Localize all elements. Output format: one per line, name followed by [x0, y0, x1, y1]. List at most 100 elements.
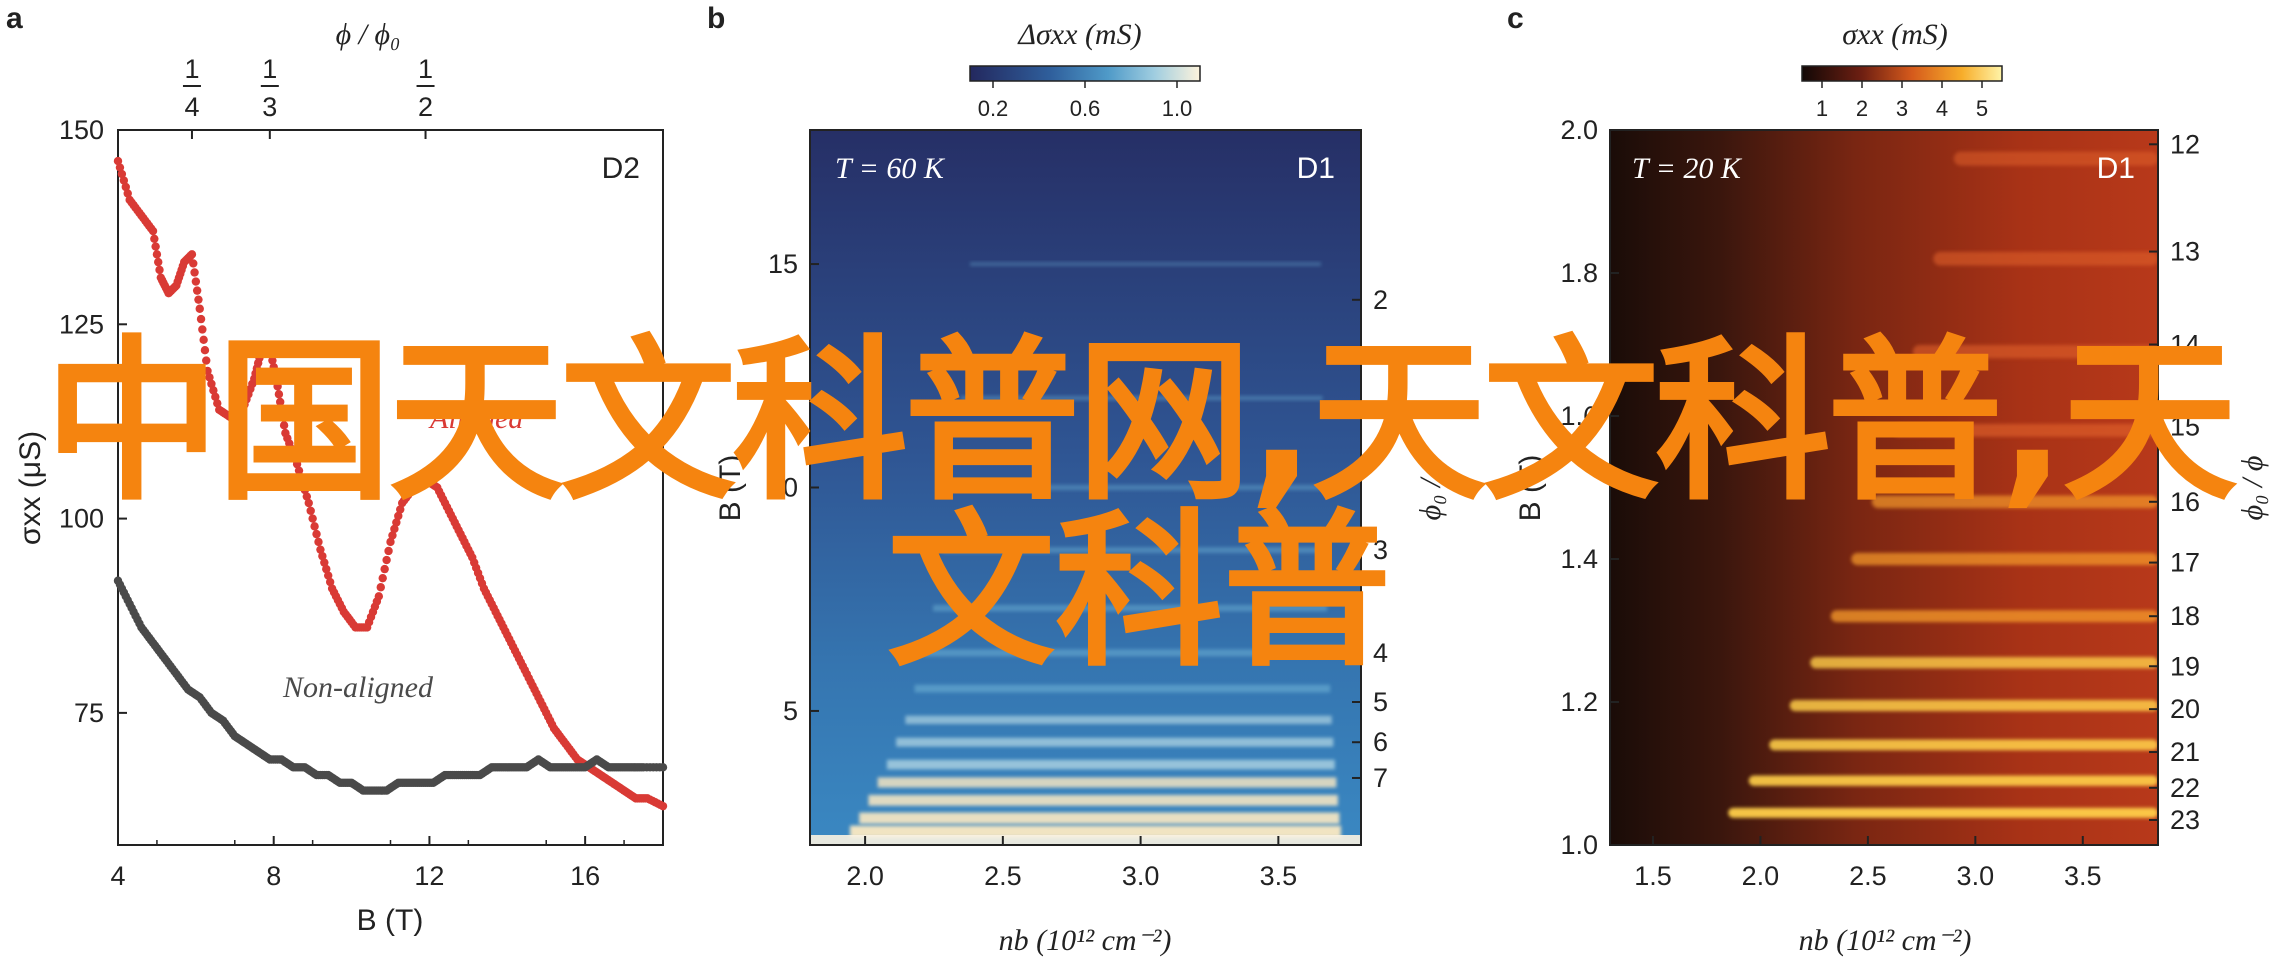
heatmap-band [905, 715, 1332, 725]
heatmap-band [1830, 610, 2158, 623]
aligned-point [269, 362, 278, 372]
aligned-point [213, 399, 222, 408]
aligned-point [268, 356, 277, 365]
colorbar-label-b: Δσxx (mS) [1017, 18, 1141, 51]
y-tick-label: 15 [768, 249, 798, 279]
x-tick-label: 2.0 [846, 861, 884, 891]
plot-frame-a [117, 129, 664, 846]
y-axis-ticks-b: 5 10 15 [768, 249, 819, 726]
heatmap-band [933, 604, 1328, 612]
aligned-point [306, 506, 315, 516]
aligned-point [304, 498, 313, 508]
aligned-point [296, 472, 306, 482]
top-axis-label-a: ϕ / ϕ₀ [336, 18, 401, 51]
y-tick-label: 1.2 [1560, 687, 1598, 717]
top-tick-denominator: 2 [418, 92, 433, 122]
aligned-point [270, 369, 280, 378]
x-tick-label: 3.0 [1122, 861, 1160, 891]
x-tick-label: 2.0 [1742, 861, 1780, 891]
right-tick-label: 13 [2170, 237, 2200, 267]
right-tick-label: 5 [1373, 687, 1388, 717]
heatmap-bands-c [1728, 151, 2158, 818]
heatmap-band [942, 547, 1326, 553]
y-tick-label: 75 [74, 698, 104, 728]
aligned-point [374, 592, 384, 601]
device-tag-a: D2 [602, 152, 640, 185]
aligned-point [310, 522, 319, 531]
aligned-point [380, 564, 389, 574]
right-tick-label: 12 [2170, 129, 2200, 159]
x-tick-label: 12 [414, 861, 444, 891]
aligned-point [203, 366, 212, 376]
top-tick-denominator: 4 [184, 92, 199, 122]
colorbar-tick-label: 1.0 [1162, 96, 1193, 121]
aligned-point [115, 163, 125, 172]
aligned-point [386, 537, 395, 547]
aligned-point [273, 382, 282, 391]
aligned-point [155, 265, 164, 275]
aligned-point [325, 577, 335, 587]
device-tag-c: D1 [2097, 152, 2135, 185]
plot-frame-c [1609, 129, 2159, 846]
heatmap-bands-b [810, 262, 1361, 845]
top-tick-numerator: 1 [184, 54, 199, 84]
x-axis-ticks-b: 2.0 2.5 3.0 3.5 [846, 836, 1297, 891]
heatmap-background-c [1610, 130, 2158, 845]
heatmap-bottom-strip [810, 835, 1361, 845]
heatmap-band [859, 812, 1340, 824]
x-tick-label: 8 [266, 861, 281, 891]
right-tick-label: 15 [2170, 412, 2200, 442]
colorbar-tick-label: 0.2 [978, 96, 1009, 121]
heatmap-band [1810, 656, 2158, 669]
y-tick-label: 100 [59, 504, 104, 534]
right-tick-label: 19 [2170, 651, 2200, 681]
aligned-point [388, 531, 397, 540]
panel-b: b Δσxx (mS) 0.2 0.6 1.0 T = 60 K D1 2.0 2.5… [707, 2, 1447, 957]
aligned-point [196, 314, 206, 324]
colorbar-label-c: σxx (mS) [1842, 18, 1948, 51]
aligned-point [382, 555, 391, 565]
y-axis-label-a: σxx (μS) [14, 431, 47, 545]
colorbar-tick-label: 5 [1976, 96, 1988, 121]
heatmap-band [896, 737, 1334, 747]
y-tick-label: 5 [783, 696, 798, 726]
aligned-point [278, 413, 287, 422]
y-axis-ticks-a: 75 100 125 150 [59, 115, 127, 728]
aligned-point [211, 392, 220, 402]
y-tick-label: 1.6 [1560, 401, 1598, 431]
x-axis-label-a: B (T) [357, 904, 424, 937]
aligned-point [154, 257, 163, 267]
aligned-point [199, 335, 208, 345]
aligned-point [322, 564, 331, 574]
aligned-point [207, 379, 216, 389]
colorbar-ticks-b: 0.2 0.6 1.0 [978, 81, 1193, 121]
top-tick-numerator: 1 [262, 54, 277, 84]
aligned-point [314, 537, 323, 547]
aligned-point [396, 505, 405, 514]
series-label-non-aligned: Non-aligned [282, 671, 434, 704]
right-tick-label: 17 [2170, 548, 2200, 578]
top-tick-numerator: 1 [418, 54, 433, 84]
heatmap-band [1769, 739, 2158, 751]
aligned-point [189, 259, 198, 268]
aligned-point [266, 349, 276, 359]
aligned-point [187, 250, 197, 259]
aligned-point [198, 325, 207, 334]
x-axis-ticks-c: 1.5 2.0 2.5 3.0 3.5 [1634, 836, 2102, 891]
x-tick-label: 2.5 [1849, 861, 1887, 891]
y-tick-label: 2.0 [1560, 115, 1598, 145]
x-tick-label: 2.5 [984, 861, 1022, 891]
aligned-point [123, 189, 132, 198]
x-tick-label: 16 [570, 861, 600, 891]
colorbar-tick-label: 3 [1896, 96, 1908, 121]
heatmap-band [1912, 345, 2158, 359]
aligned-point [117, 169, 127, 179]
series-label-aligned: Aligned [428, 402, 524, 435]
colorbar-ticks-c: 1 2 3 4 5 [1816, 81, 1988, 121]
heatmap-band [951, 484, 1325, 491]
aligned-point [312, 529, 321, 539]
panel-letter-c: c [1507, 2, 1524, 35]
